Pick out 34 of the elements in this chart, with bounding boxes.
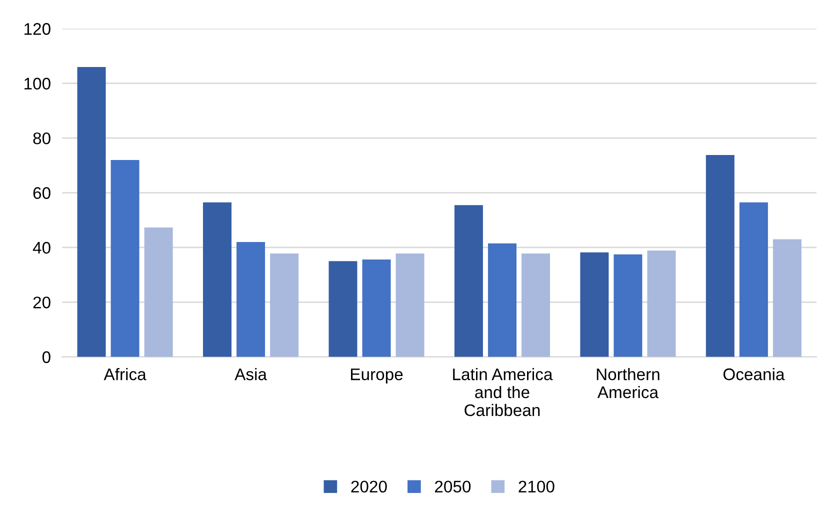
x-tick-label: Oceania	[723, 368, 785, 380]
x-tick-label: Northern America	[596, 368, 660, 398]
bar	[706, 155, 734, 357]
bar	[77, 66, 106, 357]
bar	[772, 239, 802, 357]
y-tick-label: 20	[33, 296, 50, 308]
y-tick-label: 120	[24, 23, 50, 35]
legend-label: 2100	[518, 480, 554, 493]
bar	[614, 254, 642, 357]
x-tick-label: Europe	[351, 368, 403, 384]
y-tick-label: 80	[33, 132, 50, 144]
x-tick-label: Asia	[234, 368, 267, 380]
bar	[362, 260, 391, 357]
bar	[236, 242, 266, 357]
bar	[580, 252, 609, 357]
legend-label: 2020	[351, 480, 387, 493]
bar	[647, 250, 676, 357]
bar	[110, 160, 140, 357]
bar	[202, 202, 232, 357]
y-tick-label: 0	[42, 351, 50, 364]
bar	[454, 205, 483, 357]
y-tick-label: 40	[32, 242, 50, 254]
y-tick-label: 60	[33, 187, 50, 199]
bar	[522, 253, 550, 357]
bar	[396, 253, 424, 357]
legend-label: 2050	[435, 480, 471, 493]
x-tick-label: Latin America and the Caribbean	[453, 368, 553, 416]
bar	[739, 202, 768, 357]
bar	[488, 243, 516, 357]
y-tick-label: 100	[24, 78, 50, 90]
x-tick-label: Africa	[104, 368, 146, 380]
bar	[144, 228, 173, 357]
bar	[270, 253, 299, 357]
bar	[328, 261, 358, 357]
